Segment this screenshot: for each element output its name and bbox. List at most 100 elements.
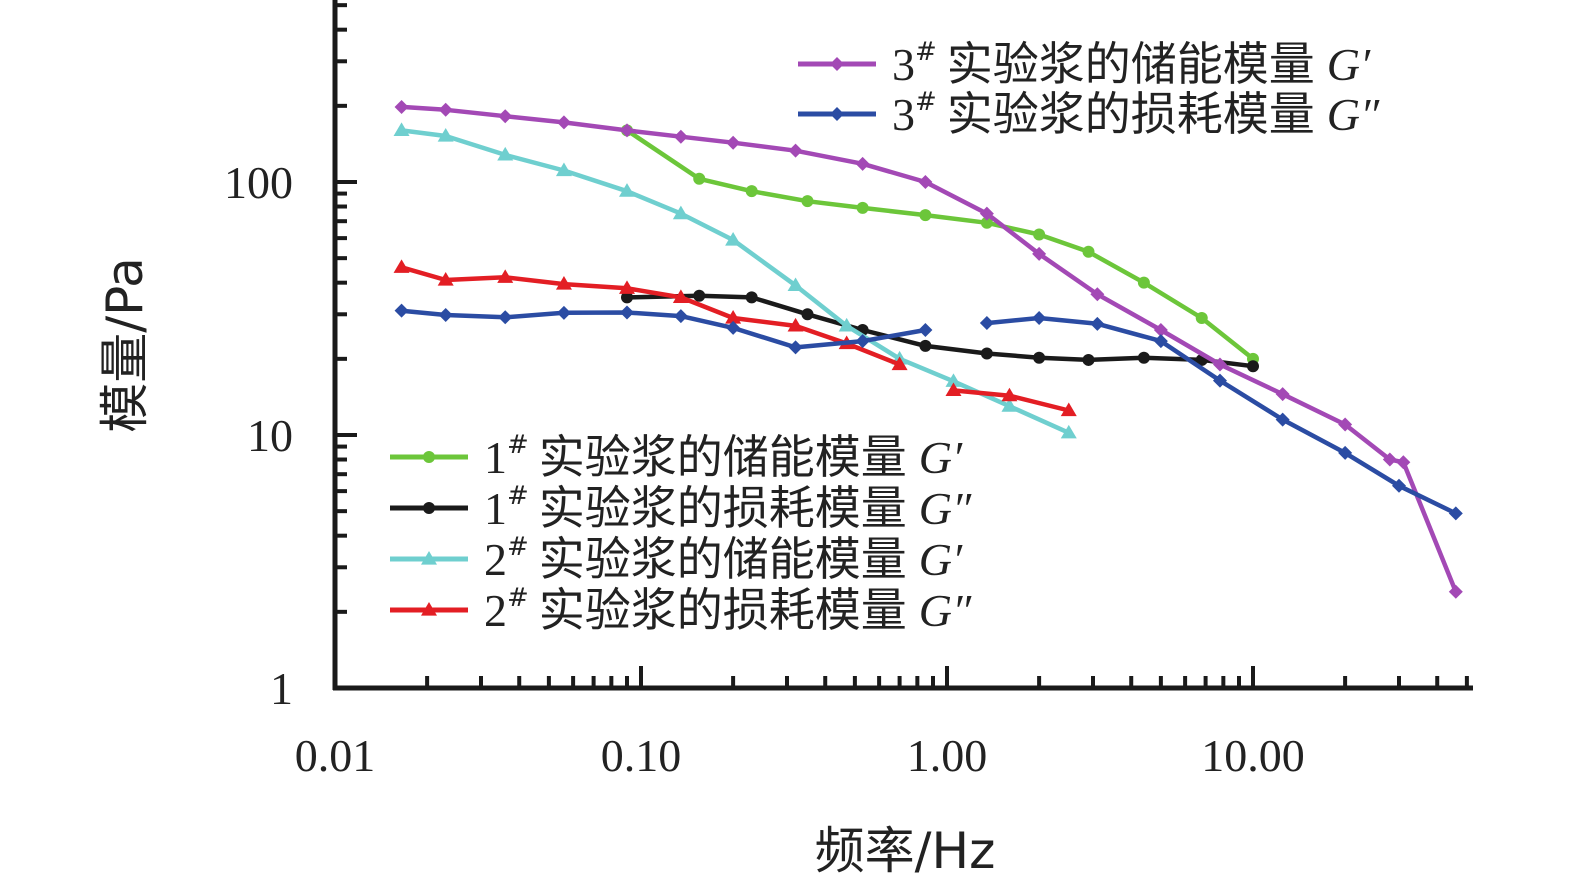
legend-label-number: 2 — [484, 585, 507, 636]
data-point — [497, 269, 514, 283]
data-point — [497, 146, 514, 161]
data-point — [745, 185, 758, 198]
data-point — [437, 127, 454, 142]
legend-label: 3# 实验浆的损耗模量 G″ — [892, 87, 1380, 141]
legend-entry: 2# 实验浆的损耗模量 G″ — [390, 583, 972, 637]
series-layer — [393, 99, 1463, 599]
legend-label-text: 实验浆的损耗模量 — [539, 583, 907, 637]
data-point — [725, 310, 742, 324]
legend-label-superscript: # — [507, 481, 529, 511]
data-point — [1195, 312, 1208, 325]
data-point — [1001, 398, 1018, 412]
data-point — [801, 195, 814, 208]
data-point — [1060, 424, 1077, 439]
legend-marker — [423, 451, 435, 463]
legend-label-superscript: # — [507, 532, 529, 562]
data-point — [856, 201, 869, 214]
data-point — [1153, 323, 1168, 338]
y-axis-title: 模量/Pa — [96, 257, 154, 432]
data-point — [1391, 478, 1406, 493]
data-point — [891, 356, 908, 371]
legend-label-number: 3 — [892, 39, 915, 90]
data-point — [725, 231, 742, 246]
x-tick-label: 10.00 — [1201, 730, 1305, 781]
legend-label-text: 实验浆的损耗模量 — [947, 87, 1315, 141]
data-point — [1137, 276, 1150, 289]
data-point — [1338, 417, 1353, 432]
legend-label-symbol: G″ — [919, 483, 972, 534]
data-point — [693, 289, 706, 302]
legend-label-superscript: # — [507, 430, 529, 460]
series-5 — [394, 99, 1463, 599]
data-point — [498, 310, 513, 325]
data-point — [1275, 412, 1290, 427]
legend-label: 1# 实验浆的储能模量 G′ — [484, 430, 963, 484]
data-point — [1082, 245, 1095, 258]
data-point — [1032, 311, 1047, 326]
data-point — [1247, 360, 1259, 373]
data-point — [979, 206, 994, 221]
data-point — [1137, 351, 1150, 364]
series-line — [625, 128, 1255, 361]
legend-label-text: 实验浆的损耗模量 — [539, 481, 907, 535]
data-point — [1338, 445, 1353, 460]
legend-label-text: 实验浆的储能模量 — [947, 37, 1315, 91]
data-point — [1001, 387, 1018, 402]
data-point — [945, 373, 962, 387]
data-point — [945, 382, 962, 397]
data-point — [394, 99, 409, 114]
data-point — [393, 122, 410, 136]
legend-entry: 1# 实验浆的损耗模量 G″ — [390, 481, 972, 535]
data-point — [672, 289, 689, 303]
data-point — [618, 183, 635, 197]
data-point — [437, 271, 454, 286]
series-line — [401, 104, 1458, 593]
legend-marker — [423, 502, 435, 514]
legend-entry: 3# 实验浆的储能模量 G′ — [798, 37, 1371, 91]
series-6 — [394, 303, 1463, 521]
data-point — [1082, 353, 1095, 366]
data-point — [555, 162, 572, 177]
legend-marker — [421, 602, 437, 616]
data-point — [788, 143, 803, 158]
data-point — [980, 216, 993, 229]
x-tick-label: 0.10 — [601, 730, 682, 781]
legend-label-number: 2 — [484, 534, 507, 585]
y-tick-label: 1 — [270, 663, 293, 714]
data-point — [787, 277, 804, 292]
data-point — [673, 129, 688, 144]
data-point — [1090, 287, 1105, 302]
data-point — [1448, 584, 1463, 599]
legend-label-symbol: G′ — [919, 432, 963, 483]
series-1 — [620, 124, 1259, 365]
data-point — [1396, 455, 1411, 470]
axes: 1 10 100 0.01 0.10 1.00 10.00 — [224, 0, 1473, 781]
legend-label: 2# 实验浆的损耗模量 G″ — [484, 583, 972, 637]
legend-label: 3# 实验浆的储能模量 G′ — [892, 37, 1371, 91]
legend-marker — [421, 551, 437, 565]
data-point — [787, 317, 804, 332]
data-point — [838, 317, 855, 332]
data-point — [556, 115, 571, 130]
data-point — [1382, 452, 1397, 467]
data-point — [618, 280, 635, 294]
legend-label-number: 1 — [484, 432, 507, 483]
x-axis-title: 频率/Hz — [815, 822, 996, 880]
y-tick-label: 100 — [224, 157, 293, 208]
data-point — [1033, 351, 1046, 364]
data-point — [1153, 334, 1168, 349]
data-point — [394, 303, 409, 318]
data-point — [1448, 506, 1463, 521]
legend-label-symbol: G′ — [1327, 39, 1371, 90]
data-point — [438, 308, 453, 323]
data-point — [745, 291, 758, 304]
series-line — [986, 315, 1457, 516]
data-point — [980, 347, 993, 360]
legend-entry: 1# 实验浆的储能模量 G′ — [390, 430, 963, 484]
data-point — [918, 323, 933, 338]
data-point — [438, 102, 453, 117]
legend-entry: 3# 实验浆的损耗模量 G″ — [798, 87, 1380, 141]
legend-label-text: 实验浆的储能模量 — [539, 532, 907, 586]
data-point — [1032, 246, 1047, 261]
